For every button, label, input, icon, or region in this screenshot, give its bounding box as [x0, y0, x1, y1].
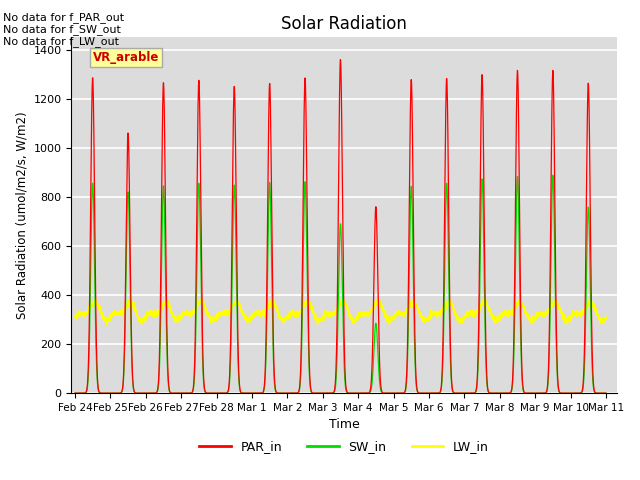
X-axis label: Time: Time	[328, 419, 360, 432]
Y-axis label: Solar Radiation (umol/m2/s, W/m2): Solar Radiation (umol/m2/s, W/m2)	[15, 111, 28, 319]
Text: VR_arable: VR_arable	[93, 51, 159, 64]
Title: Solar Radiation: Solar Radiation	[281, 15, 407, 33]
Text: No data for f_PAR_out: No data for f_PAR_out	[3, 12, 124, 23]
Legend: PAR_in, SW_in, LW_in: PAR_in, SW_in, LW_in	[195, 435, 493, 458]
Text: No data for f_LW_out: No data for f_LW_out	[3, 36, 119, 47]
Text: No data for f_SW_out: No data for f_SW_out	[3, 24, 121, 35]
